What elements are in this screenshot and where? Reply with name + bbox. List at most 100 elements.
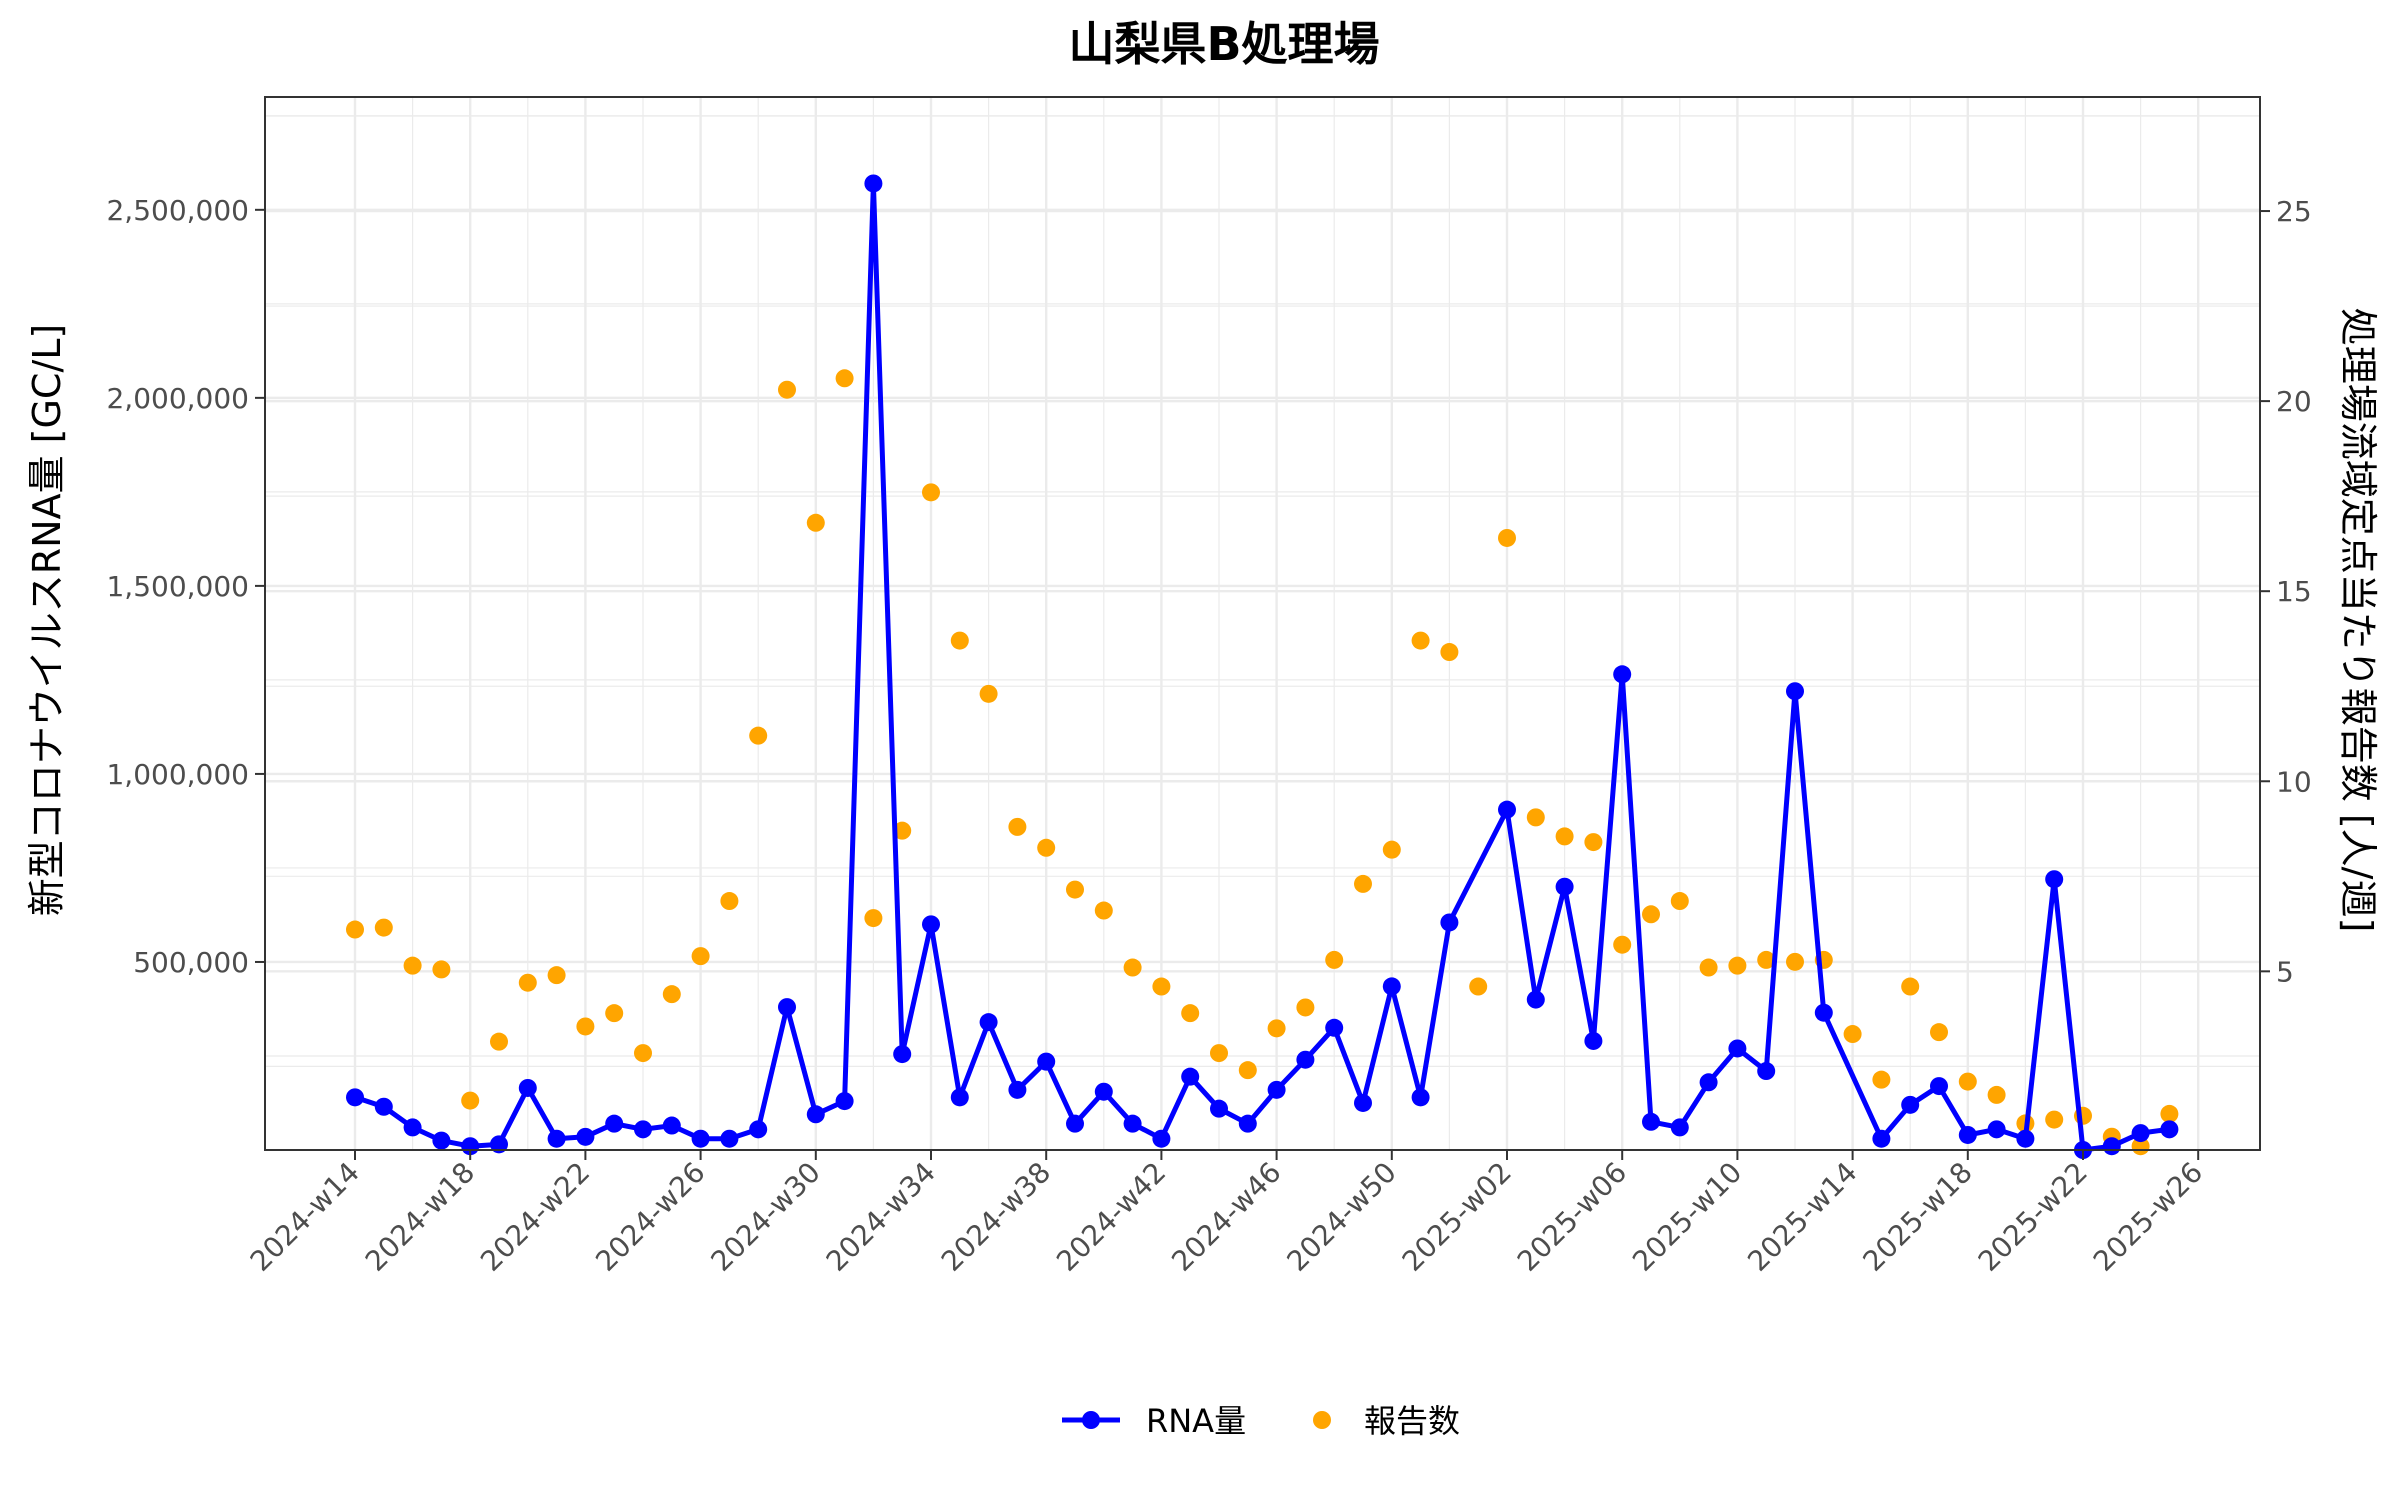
rna-point	[403, 1118, 422, 1137]
report-point	[864, 909, 883, 928]
rna-point	[778, 998, 796, 1017]
rna-point	[1123, 1114, 1142, 1133]
rna-point	[749, 1120, 768, 1139]
rna-point	[1498, 800, 1516, 819]
rna-point	[1699, 1073, 1718, 1092]
rna-point	[1584, 1031, 1603, 1050]
rna-point	[893, 1045, 912, 1064]
rna-point	[2131, 1124, 2150, 1143]
report-point	[1728, 956, 1747, 975]
report-point	[1325, 950, 1344, 969]
rna-point	[2160, 1120, 2179, 1139]
rna-point	[1238, 1114, 1257, 1133]
rna-point	[1872, 1129, 1891, 1148]
report-point	[1238, 1061, 1257, 1080]
rna-point	[374, 1097, 393, 1116]
rna-point	[662, 1116, 681, 1135]
report-point	[806, 513, 825, 532]
report-point	[1008, 817, 1027, 836]
rna-point	[576, 1127, 595, 1146]
report-point	[1872, 1070, 1891, 1089]
report-point	[1354, 874, 1372, 893]
rna-point	[1526, 990, 1545, 1009]
rna-point	[1930, 1077, 1948, 1096]
legend-reports-marker	[1313, 1411, 1331, 1429]
rna-point	[634, 1120, 652, 1139]
rna-point	[1901, 1095, 1920, 1114]
rna-point	[1094, 1082, 1113, 1101]
rna-point	[1613, 665, 1632, 684]
report-point	[1526, 808, 1545, 827]
rna-point	[1152, 1129, 1171, 1148]
grid	[265, 97, 2260, 1150]
report-point	[1066, 880, 1084, 899]
rna-point	[2016, 1129, 2035, 1148]
report-point	[1037, 838, 1056, 857]
y2-axis-title: 処理場流域定点当たり報告数 [人/週]	[2336, 308, 2380, 933]
series-layer	[346, 174, 2179, 1159]
report-point	[1642, 905, 1660, 924]
panel-border	[264, 96, 2261, 1151]
y-tick-label: 1,000,000	[106, 758, 249, 791]
report-point	[1699, 958, 1718, 977]
legend-rna-marker	[1082, 1411, 1100, 1429]
report-point	[1901, 977, 1920, 996]
rna-point	[2102, 1137, 2121, 1156]
report-point	[1786, 952, 1804, 971]
rna-point	[691, 1129, 710, 1148]
rna-point	[1382, 977, 1401, 996]
report-point	[1181, 1004, 1200, 1023]
report-point	[1757, 950, 1776, 969]
report-point	[1267, 1019, 1286, 1038]
report-point	[1584, 833, 1603, 852]
rna-point	[835, 1092, 854, 1111]
report-point	[1469, 977, 1488, 996]
y-tick-label: 500,000	[133, 946, 249, 979]
rna-point	[518, 1078, 537, 1097]
y2-tick-label: 10	[2276, 765, 2312, 798]
report-point	[403, 956, 422, 975]
report-point	[835, 369, 854, 388]
rna-point	[979, 1013, 998, 1032]
report-point	[893, 821, 912, 840]
report-point	[1843, 1025, 1862, 1044]
y-tick-label: 2,500,000	[106, 194, 249, 227]
rna-point	[2045, 870, 2064, 889]
rna-point	[1210, 1099, 1228, 1118]
report-point	[1555, 827, 1574, 846]
report-point	[1440, 643, 1459, 662]
rna-point	[1066, 1114, 1084, 1133]
rna-point	[806, 1105, 825, 1124]
rna-point	[1037, 1052, 1056, 1071]
report-point	[2045, 1110, 2064, 1129]
report-point	[1123, 958, 1142, 977]
report-point	[2160, 1104, 2179, 1123]
report-point	[778, 380, 796, 399]
report-point	[691, 947, 710, 966]
report-point	[432, 960, 451, 979]
legend-rna-label: RNA量	[1146, 1402, 1246, 1440]
rna-point	[950, 1088, 969, 1107]
report-point	[1987, 1085, 2006, 1104]
report-point	[576, 1017, 595, 1036]
report-point	[662, 985, 681, 1004]
report-point	[950, 631, 969, 650]
rna-point	[864, 174, 883, 193]
rna-point	[1670, 1118, 1689, 1137]
rna-point	[1267, 1080, 1286, 1099]
rna-point	[1411, 1088, 1430, 1107]
report-point	[1382, 840, 1401, 859]
rna-point	[922, 915, 940, 934]
rna-point	[605, 1114, 624, 1133]
y2-tick-label: 25	[2276, 195, 2312, 228]
report-point	[518, 973, 537, 992]
rna-point	[1296, 1050, 1315, 1069]
report-point	[749, 726, 768, 745]
rna-point	[1181, 1067, 1200, 1086]
rna-point	[1555, 877, 1574, 896]
report-point	[1411, 631, 1430, 650]
y-tick-label: 1,500,000	[106, 570, 249, 603]
y2-tick-label: 15	[2276, 575, 2312, 608]
y-axis-title: 新型コロナウイルスRNA量 [GC/L]	[25, 324, 69, 917]
